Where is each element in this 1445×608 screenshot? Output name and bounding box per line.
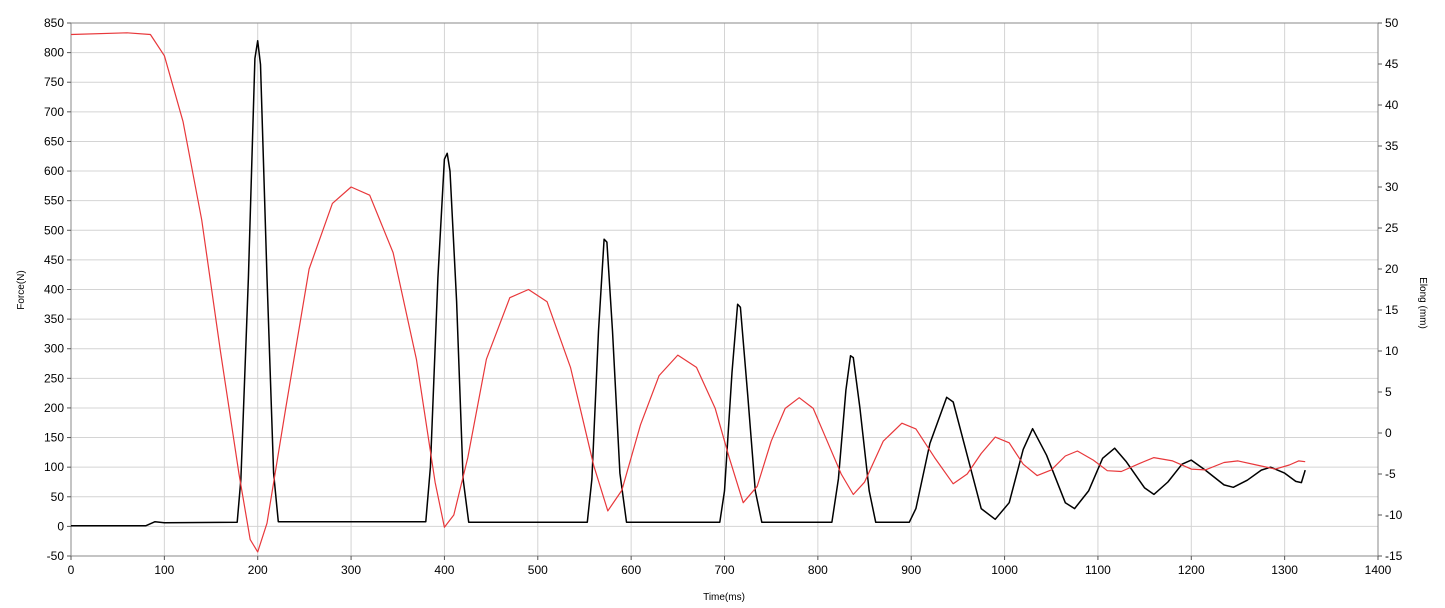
left-tick-label: 700 xyxy=(44,105,64,119)
x-tick-label: 100 xyxy=(154,563,174,577)
right-tick-label: 10 xyxy=(1385,344,1399,358)
left-tick-label: 750 xyxy=(44,75,64,89)
x-tick-label: 600 xyxy=(621,563,641,577)
right-tick-label: 0 xyxy=(1385,426,1392,440)
x-tick-label: 500 xyxy=(528,563,548,577)
force-series-line xyxy=(71,40,1306,527)
left-tick-label: 600 xyxy=(44,164,64,178)
x-tick-label: 700 xyxy=(714,563,734,577)
left-tick-label: 800 xyxy=(44,46,64,60)
left-tick-label: -50 xyxy=(47,549,65,563)
left-axis-title: Force(N) xyxy=(16,270,27,309)
left-tick-label: 500 xyxy=(44,223,64,237)
right-tick-label: 35 xyxy=(1385,139,1399,153)
grid xyxy=(70,22,1379,557)
left-tick-label: 850 xyxy=(44,16,64,30)
left-tick-label: 450 xyxy=(44,253,64,267)
right-tick-label: -10 xyxy=(1385,508,1403,522)
right-tick-label: 15 xyxy=(1385,303,1399,317)
left-tick-label: 400 xyxy=(44,283,64,297)
series xyxy=(70,32,1306,553)
left-tick-label: 550 xyxy=(44,194,64,208)
right-tick-label: 5 xyxy=(1385,385,1392,399)
x-tick-label: 1200 xyxy=(1178,563,1205,577)
x-tick-label: 800 xyxy=(808,563,828,577)
left-tick-label: 0 xyxy=(57,519,64,533)
right-tick-label: -15 xyxy=(1385,549,1403,563)
left-tick-label: 650 xyxy=(44,134,64,148)
right-tick-label: 40 xyxy=(1385,98,1399,112)
right-tick-label: 25 xyxy=(1385,221,1399,235)
x-axis-title: Time(ms) xyxy=(703,592,745,603)
x-tick-label: 1000 xyxy=(991,563,1018,577)
left-tick-label: 50 xyxy=(51,490,65,504)
x-tick-label: 200 xyxy=(248,563,268,577)
right-tick-label: -5 xyxy=(1385,467,1396,481)
left-tick-label: 250 xyxy=(44,371,64,385)
left-tick-label: 200 xyxy=(44,401,64,415)
x-tick-label: 0 xyxy=(68,563,75,577)
x-tick-label: 900 xyxy=(901,563,921,577)
x-tick-label: 1400 xyxy=(1365,563,1392,577)
left-tick-label: 150 xyxy=(44,431,64,445)
x-tick-label: 1300 xyxy=(1271,563,1298,577)
x-tick-label: 300 xyxy=(341,563,361,577)
left-tick-label: 350 xyxy=(44,312,64,326)
ticks: 0 100 200 300 400 500 600 700 800 900 1000 1100 1200… xyxy=(44,16,1403,577)
left-tick-label: 100 xyxy=(44,460,64,474)
x-tick-label: 400 xyxy=(434,563,454,577)
right-tick-label: 20 xyxy=(1385,262,1399,276)
left-tick-label: 300 xyxy=(44,342,64,356)
x-tick-label: 1100 xyxy=(1085,563,1111,577)
right-tick-label: 30 xyxy=(1385,180,1399,194)
right-axis-title: Elong (mm) xyxy=(1417,277,1428,329)
elong-series-line xyxy=(70,32,1306,553)
right-tick-label: 45 xyxy=(1385,57,1399,71)
right-tick-label: 50 xyxy=(1385,16,1399,30)
